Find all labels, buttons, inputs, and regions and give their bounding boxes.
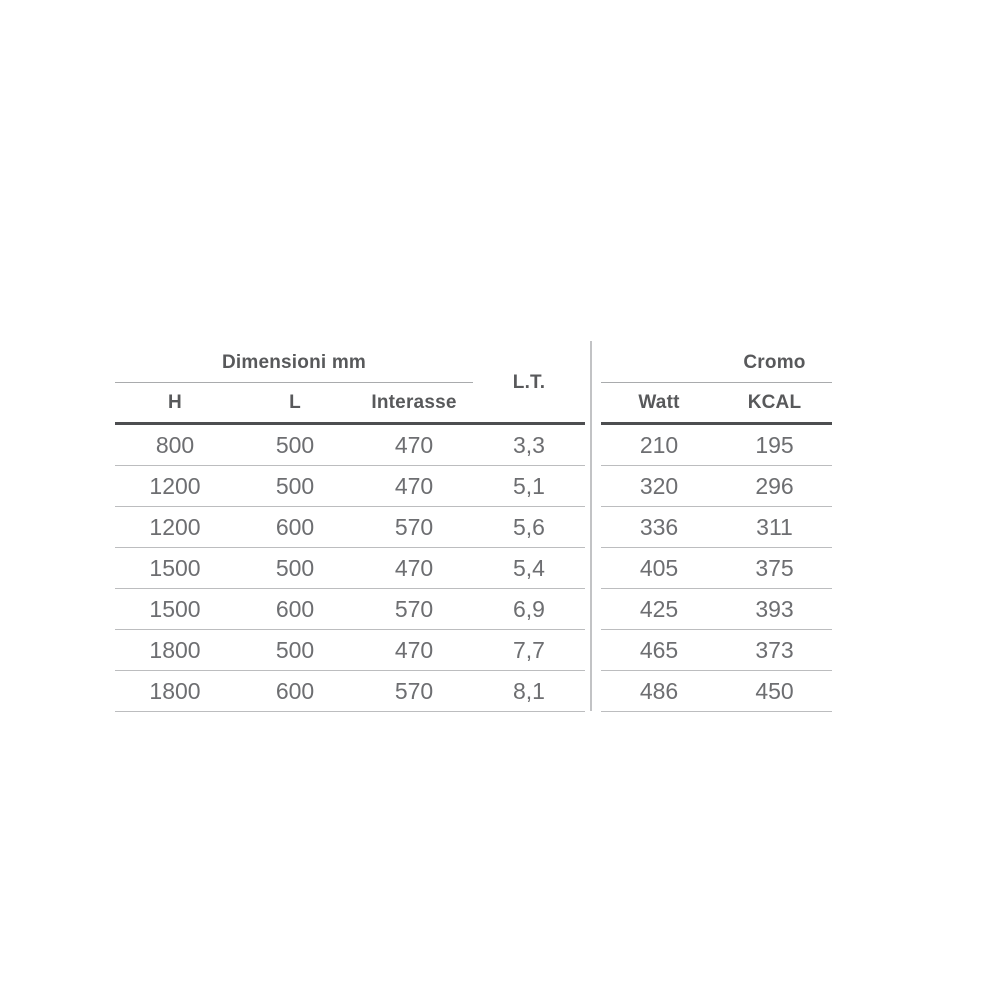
cell-h: 1500 — [149, 595, 201, 622]
cell-watt: 486 — [639, 677, 679, 704]
cell-h: 800 — [155, 431, 195, 458]
group-header-spacer — [601, 344, 717, 382]
table-row: 425 393 — [601, 589, 832, 630]
cell-l: 600 — [275, 677, 315, 704]
cell-lt: 5,1 — [513, 472, 545, 499]
cell-kcal: 450 — [755, 677, 794, 704]
cell-kcal: 311 — [756, 513, 793, 540]
col-header-kcal: KCAL — [717, 383, 832, 422]
col-header-h: H — [115, 383, 235, 422]
cell-interasse: 570 — [394, 595, 434, 622]
cell-l: 500 — [275, 472, 315, 499]
table-row: 1800 500 470 7,7 — [115, 630, 585, 671]
col-header-watt-label: Watt — [638, 391, 680, 413]
cell-h: 1200 — [149, 472, 201, 499]
cell-interasse: 570 — [394, 513, 434, 540]
cell-h: 1800 — [149, 636, 201, 663]
col-header-watt: Watt — [601, 383, 717, 422]
col-header-interasse-label: Interasse — [371, 391, 457, 413]
table-row: 1500 500 470 5,4 — [115, 548, 585, 589]
col-header-interasse: Interasse — [355, 383, 473, 422]
cell-lt: 5,6 — [513, 513, 545, 540]
cell-interasse: 470 — [394, 636, 434, 663]
col-header-kcal-label: KCAL — [747, 391, 802, 413]
col-header-lt: L.T. — [473, 344, 585, 422]
cell-kcal: 296 — [755, 472, 794, 499]
cell-watt: 405 — [639, 554, 679, 581]
cromo-table-section: Cromo Watt KCAL 210 195 320 296 336 311 … — [601, 344, 832, 712]
cell-interasse: 470 — [394, 554, 434, 581]
group-header-dimensioni-mm: Dimensioni mm — [115, 344, 473, 383]
cell-watt: 320 — [639, 472, 679, 499]
cell-lt: 3,3 — [513, 431, 545, 458]
table-row: 1500 600 570 6,9 — [115, 589, 585, 630]
table-row: 1200 600 570 5,6 — [115, 507, 585, 548]
table-row: 486 450 — [601, 671, 832, 712]
dimensions-table-header: Dimensioni mm L.T. H L Interasse — [115, 344, 585, 425]
col-header-l: L — [235, 383, 355, 422]
table-row: 210 195 — [601, 425, 832, 466]
cell-kcal: 393 — [755, 595, 794, 622]
group-header-cromo: Cromo — [717, 344, 832, 382]
cell-watt: 465 — [639, 636, 679, 663]
cell-interasse: 470 — [394, 431, 434, 458]
cell-l: 600 — [275, 513, 315, 540]
cell-l: 500 — [275, 554, 315, 581]
cell-l: 500 — [275, 431, 315, 458]
table-row: 1800 600 570 8,1 — [115, 671, 585, 712]
cell-l: 500 — [275, 636, 315, 663]
cell-h: 1800 — [149, 677, 201, 704]
group-header-dimensioni-mm-label: Dimensioni mm — [221, 352, 367, 373]
col-header-l-label: L — [289, 391, 301, 413]
cell-lt: 5,4 — [513, 554, 545, 581]
cell-watt: 425 — [639, 595, 679, 622]
col-header-h-label: H — [168, 391, 182, 413]
section-divider-line — [590, 341, 592, 711]
cell-watt: 210 — [639, 431, 679, 458]
cell-watt: 336 — [639, 513, 679, 540]
table-row: 800 500 470 3,3 — [115, 425, 585, 466]
cell-interasse: 470 — [394, 472, 434, 499]
cell-kcal: 195 — [755, 431, 794, 458]
table-row: 320 296 — [601, 466, 832, 507]
cromo-table-header: Cromo Watt KCAL — [601, 344, 832, 425]
dimensions-table-section: Dimensioni mm L.T. H L Interasse 800 500… — [115, 344, 585, 712]
cell-h: 1200 — [149, 513, 201, 540]
cell-interasse: 570 — [394, 677, 434, 704]
cell-lt: 8,1 — [513, 677, 545, 704]
group-header-cromo-label: Cromo — [743, 352, 806, 373]
cell-kcal: 375 — [755, 554, 794, 581]
cell-h: 1500 — [149, 554, 201, 581]
table-row: 336 311 — [601, 507, 832, 548]
table-row: 1200 500 470 5,1 — [115, 466, 585, 507]
group-header-row-cromo: Cromo — [601, 344, 832, 383]
cell-l: 600 — [275, 595, 315, 622]
table-row: 405 375 — [601, 548, 832, 589]
cell-kcal: 373 — [755, 636, 794, 663]
table-row: 465 373 — [601, 630, 832, 671]
col-header-lt-label: L.T. — [512, 372, 546, 393]
cell-lt: 6,9 — [513, 595, 545, 622]
cell-lt: 7,7 — [513, 636, 545, 663]
